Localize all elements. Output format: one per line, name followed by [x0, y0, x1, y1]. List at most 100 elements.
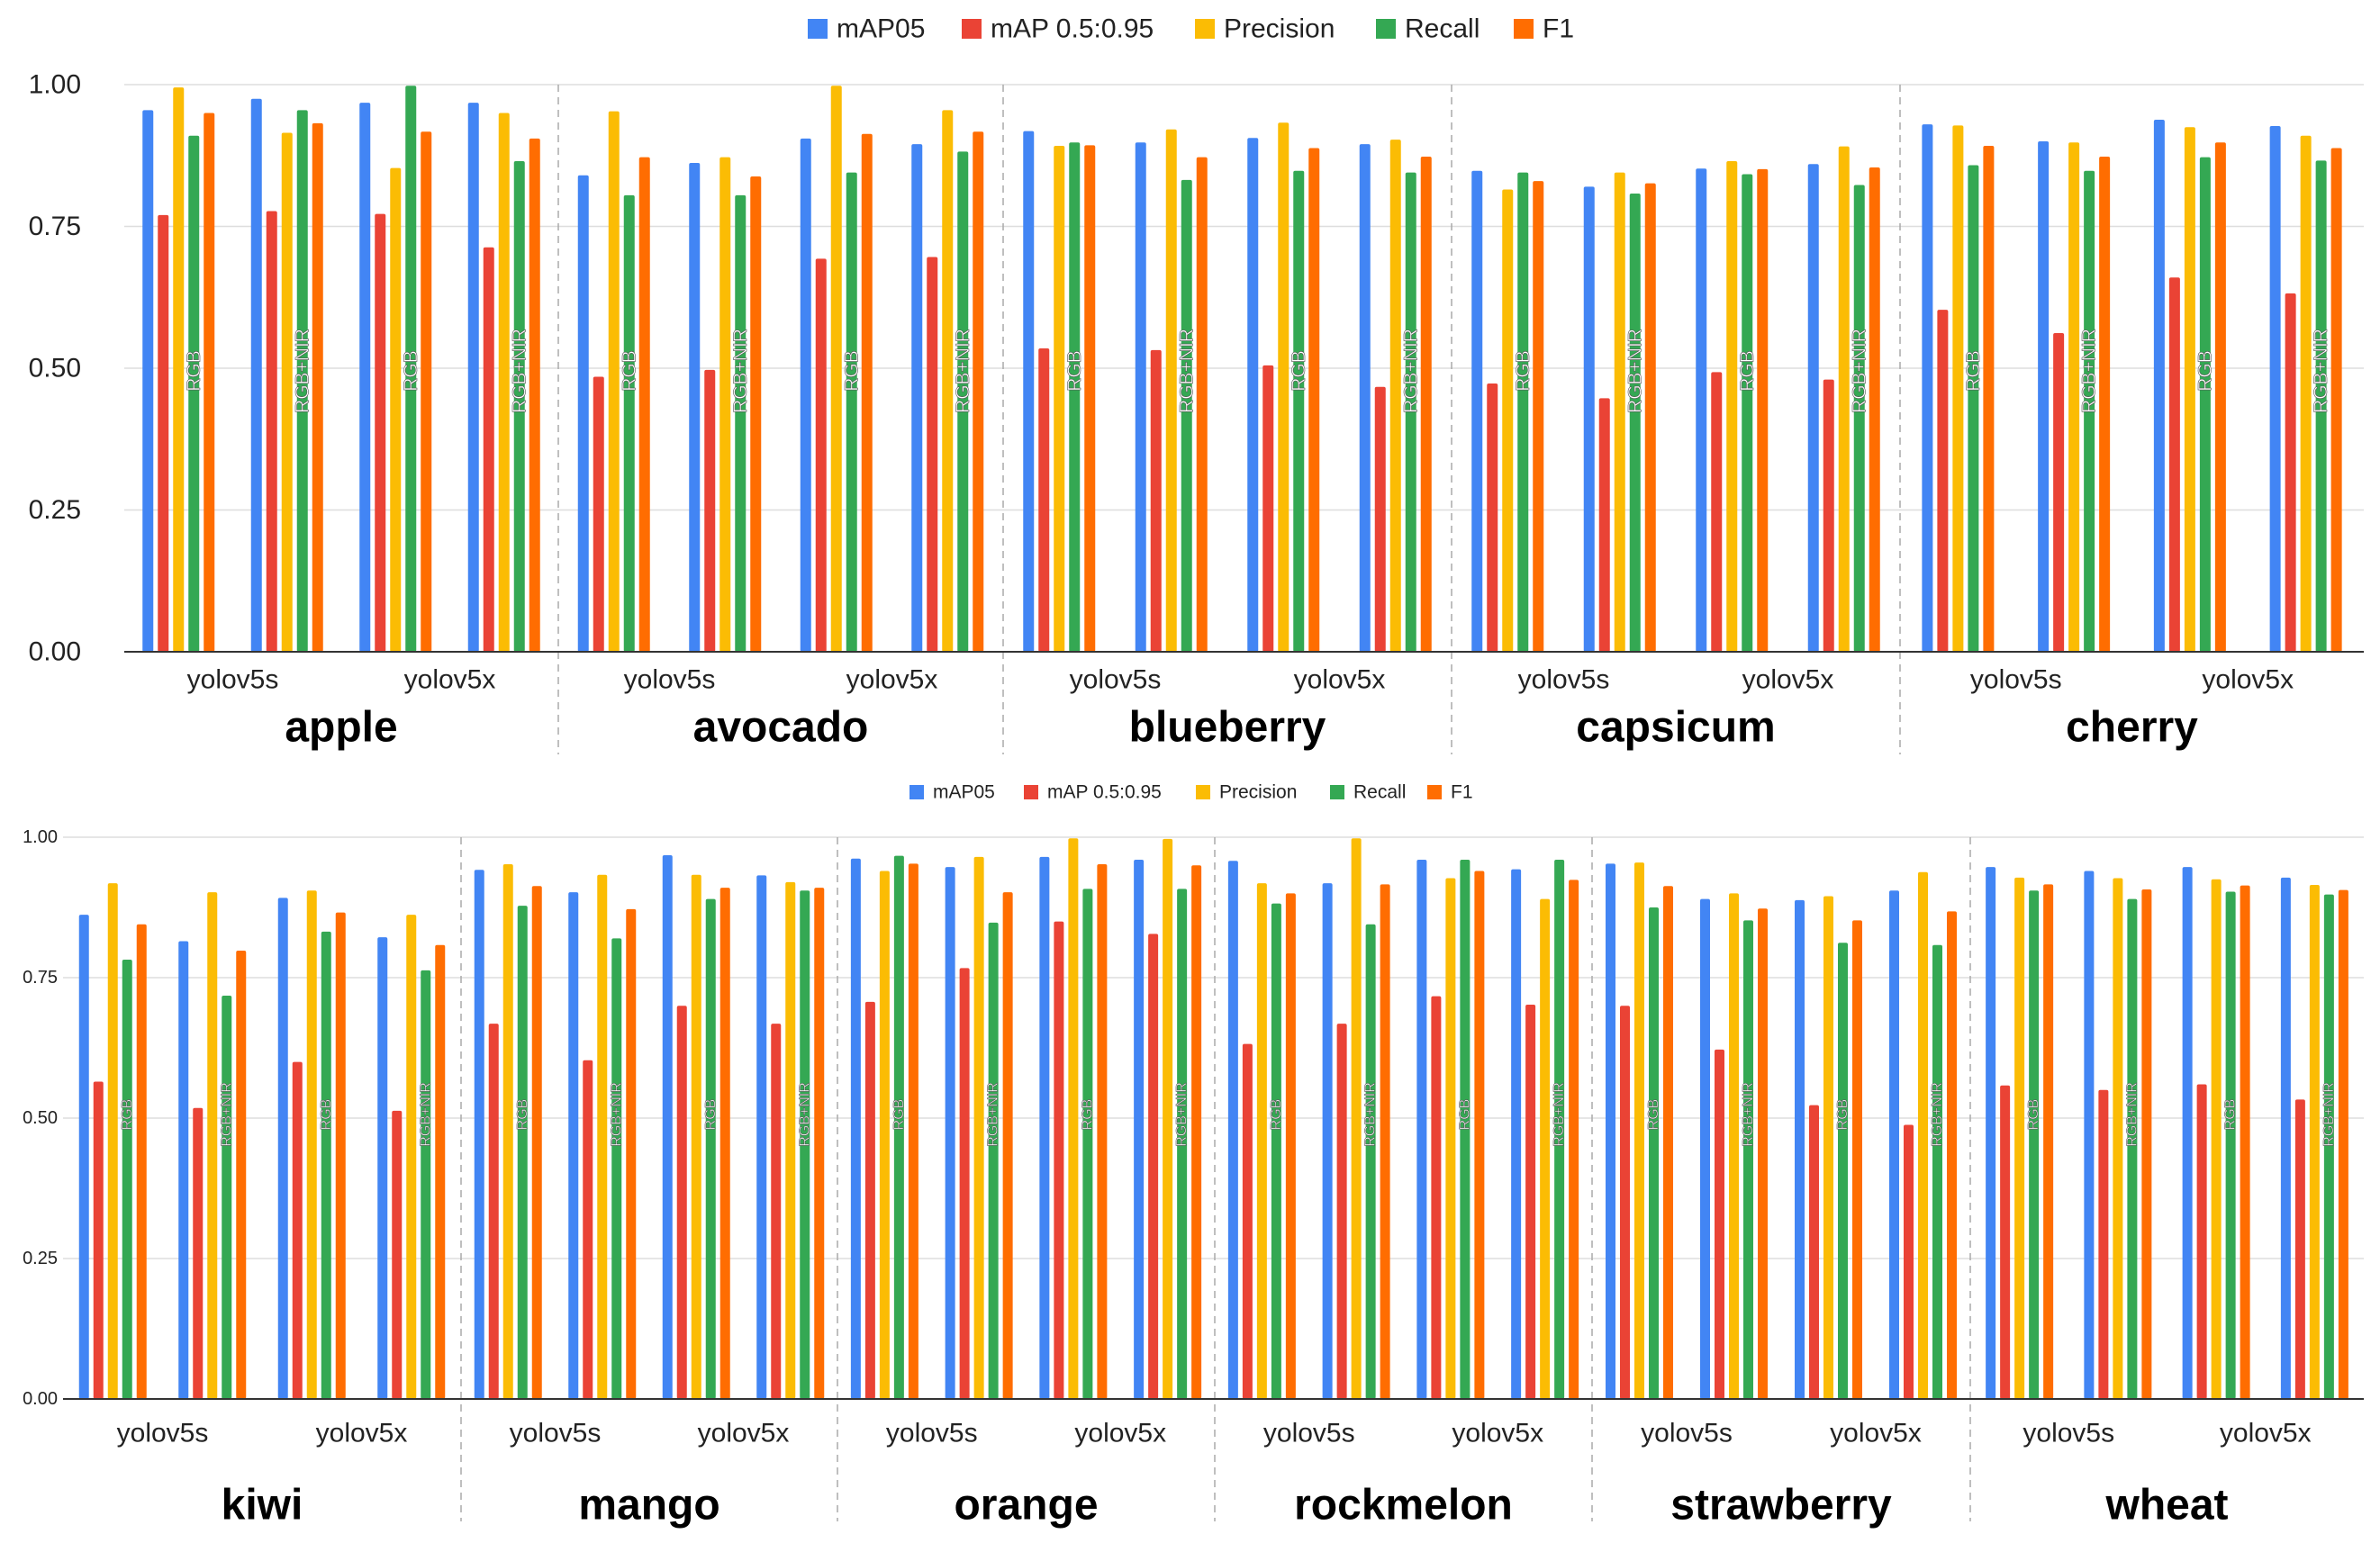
- input-type-label: RGB+NIR: [2124, 1082, 2140, 1147]
- input-type-label: RGB+NIR: [1552, 1082, 1567, 1147]
- input-type-label: RGB+NIR: [418, 1082, 433, 1147]
- legend-swatch-2: [1024, 785, 1038, 799]
- fruit-group-mango: RGB RGB+NIR RGB RGB+NIR yolov5s yolov5x mango: [460, 837, 825, 1529]
- bar-kiwi-yolov5x-RGB-Precision: [306, 890, 317, 1399]
- bar-blueberry-yolov5s-RGB+NIR-mAP05: [1135, 142, 1146, 652]
- bar-capsicum-yolov5s-RGB-Precision: [1502, 189, 1514, 653]
- input-type-label: RGB+NIR: [1363, 1082, 1379, 1147]
- bar-capsicum-yolov5s-RGB-mAP05: [1471, 170, 1483, 652]
- input-type-label: RGB: [401, 350, 421, 392]
- bar-wheat-yolov5x-RGB+NIR-Recall: [2323, 894, 2334, 1399]
- bar-capsicum-yolov5x-RGB-F1: [1757, 168, 1769, 652]
- bar-orange-yolov5s-RGB-F1: [908, 863, 919, 1399]
- bar-cherry-yolov5s-RGB-mAP 0.5:0.95: [1937, 310, 1949, 652]
- input-type-label: RGB: [891, 1099, 907, 1131]
- bar-cherry-yolov5s-RGB+NIR-mAP 0.5:0.95: [2053, 332, 2065, 652]
- fruit-group-orange: RGB RGB+NIR RGB RGB+NIR yolov5s yolov5x orange: [837, 837, 1202, 1529]
- input-type-label: RGB+NIR: [1624, 329, 1645, 413]
- bar-orange-yolov5x-RGB+NIR-Precision: [1163, 838, 1173, 1399]
- bar-apple-yolov5s-RGB-Recall: [188, 135, 200, 652]
- model-label: yolov5s: [1070, 665, 1162, 695]
- bar-wheat-yolov5x-RGB-F1: [2240, 885, 2250, 1399]
- bar-blueberry-yolov5s-RGB-Precision: [1054, 146, 1065, 653]
- fruit-group-wheat: RGB RGB+NIR RGB RGB+NIR yolov5s yolov5x wheat: [1969, 837, 2348, 1529]
- legend: mAP05 mAP 0.5:0.95 Precision Recall F1: [909, 782, 1473, 803]
- bar-avocado-yolov5x-RGB+NIR-Precision: [942, 110, 954, 653]
- bar-capsicum-yolov5x-RGB-mAP 0.5:0.95: [1711, 372, 1723, 652]
- y-tick-label: 0.50: [23, 1108, 58, 1128]
- bar-strawberry-yolov5s-RGB-F1: [1663, 886, 1673, 1399]
- bar-wheat-yolov5s-RGB-mAP05: [1986, 867, 1996, 1399]
- bar-kiwi-yolov5s-RGB-F1: [136, 924, 147, 1399]
- bar-mango-yolov5x-RGB+NIR-Recall: [800, 890, 810, 1399]
- model-label: yolov5s: [187, 665, 279, 695]
- bar-orange-yolov5x-RGB-mAP05: [1039, 856, 1050, 1399]
- bar-capsicum-yolov5s-RGB+NIR-F1: [1644, 183, 1656, 652]
- bar-mango-yolov5x-RGB+NIR-Precision: [785, 881, 796, 1399]
- bar-mango-yolov5s-RGB-mAP 0.5:0.95: [488, 1024, 499, 1399]
- legend-label: Recall: [1353, 782, 1406, 803]
- bar-mango-yolov5x-RGB-mAP 0.5:0.95: [676, 1006, 687, 1399]
- bar-apple-yolov5x-RGB-mAP 0.5:0.95: [375, 213, 386, 652]
- model-label: yolov5x: [1294, 665, 1386, 695]
- bar-apple-yolov5x-RGB+NIR-mAP05: [467, 103, 479, 652]
- bar-strawberry-yolov5s-RGB+NIR-Precision: [1729, 893, 1739, 1399]
- fruit-label: rockmelon: [1294, 1482, 1513, 1529]
- fruit-label: kiwi: [222, 1482, 303, 1529]
- input-type-label: RGB: [1457, 1099, 1472, 1131]
- model-label: yolov5x: [1452, 1419, 1543, 1448]
- bar-blueberry-yolov5x-RGB+NIR-Recall: [1405, 172, 1416, 652]
- legend-swatch-1: [808, 19, 828, 39]
- y-tick-label: 0.00: [29, 637, 81, 667]
- model-label: yolov5s: [1263, 1419, 1355, 1448]
- bar-avocado-yolov5s-RGB+NIR-mAP 0.5:0.95: [704, 369, 716, 652]
- bar-strawberry-yolov5x-RGB-Recall: [1838, 943, 1848, 1399]
- bar-capsicum-yolov5s-RGB+NIR-mAP05: [1583, 186, 1595, 652]
- bar-strawberry-yolov5s-RGB-Recall: [1649, 907, 1659, 1399]
- bar-avocado-yolov5x-RGB+NIR-mAP 0.5:0.95: [927, 257, 938, 652]
- legend: mAP05 mAP 0.5:0.95 Precision Recall F1: [808, 14, 1574, 44]
- bar-strawberry-yolov5s-RGB+NIR-F1: [1758, 908, 1768, 1399]
- bar-kiwi-yolov5s-RGB-Precision: [107, 883, 118, 1399]
- bar-avocado-yolov5s-RGB-Recall: [623, 194, 635, 652]
- bar-wheat-yolov5x-RGB+NIR-F1: [2338, 889, 2348, 1399]
- bar-mango-yolov5x-RGB+NIR-mAP05: [756, 875, 767, 1399]
- model-label: yolov5x: [846, 665, 938, 695]
- input-type-label: RGB: [1269, 1099, 1284, 1131]
- model-label: yolov5x: [698, 1419, 790, 1448]
- input-type-label: RGB: [1646, 1099, 1661, 1131]
- bar-apple-yolov5s-RGB-F1: [204, 113, 215, 652]
- bar-strawberry-yolov5s-RGB-mAP 0.5:0.95: [1620, 1006, 1630, 1399]
- bar-capsicum-yolov5x-RGB+NIR-mAP 0.5:0.95: [1823, 379, 1834, 652]
- model-label: yolov5s: [1641, 1419, 1733, 1448]
- input-type-label: RGB: [1835, 1099, 1851, 1131]
- fruit-label: cherry: [2066, 704, 2198, 752]
- model-label: yolov5x: [1074, 1419, 1166, 1448]
- bar-rockmelon-yolov5s-RGB+NIR-F1: [1380, 884, 1390, 1399]
- input-type-label: RGB: [2194, 350, 2215, 392]
- bar-wheat-yolov5x-RGB+NIR-mAP 0.5:0.95: [2294, 1099, 2305, 1399]
- bar-mango-yolov5s-RGB-Recall: [517, 906, 528, 1399]
- bar-rockmelon-yolov5x-RGB-mAP 0.5:0.95: [1431, 996, 1442, 1399]
- model-label: yolov5x: [2220, 1419, 2312, 1448]
- bar-apple-yolov5x-RGB-Precision: [390, 167, 402, 653]
- bar-strawberry-yolov5x-RGB-F1: [1852, 920, 1862, 1399]
- bar-apple-yolov5s-RGB-mAP 0.5:0.95: [158, 214, 169, 652]
- model-label: yolov5x: [316, 1419, 408, 1448]
- bar-capsicum-yolov5s-RGB-mAP 0.5:0.95: [1487, 383, 1498, 652]
- fruit-label: strawberry: [1670, 1482, 1892, 1529]
- bar-capsicum-yolov5x-RGB+NIR-F1: [1869, 167, 1880, 653]
- y-tick-label: 0.50: [29, 354, 81, 383]
- bar-blueberry-yolov5s-RGB-mAP 0.5:0.95: [1038, 347, 1050, 652]
- bar-orange-yolov5x-RGB+NIR-mAP 0.5:0.95: [1148, 934, 1159, 1399]
- bar-apple-yolov5s-RGB-Precision: [173, 87, 185, 652]
- bar-avocado-yolov5x-RGB-mAP05: [800, 138, 811, 653]
- bar-kiwi-yolov5s-RGB-mAP05: [78, 915, 89, 1399]
- model-label: yolov5s: [510, 1419, 602, 1448]
- bar-rockmelon-yolov5s-RGB+NIR-mAP05: [1322, 883, 1333, 1399]
- bar-mango-yolov5x-RGB-mAP05: [662, 854, 673, 1399]
- bar-cherry-yolov5s-RGB-F1: [1983, 146, 1995, 653]
- input-type-label: RGB: [319, 1099, 334, 1131]
- bar-rockmelon-yolov5x-RGB-Precision: [1445, 878, 1456, 1399]
- bar-mango-yolov5x-RGB+NIR-F1: [814, 888, 825, 1399]
